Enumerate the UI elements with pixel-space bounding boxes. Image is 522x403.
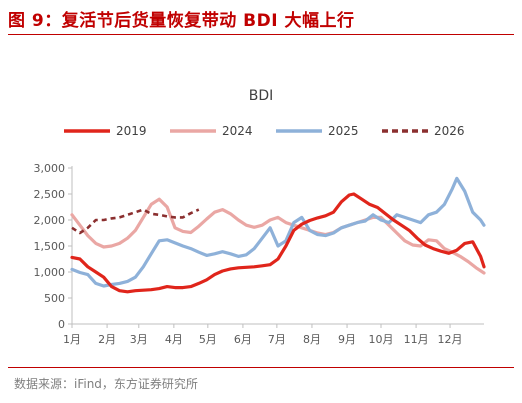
series-line-2024 (70, 197, 486, 275)
x-tick-label: 3月 (130, 333, 148, 346)
y-tick-label: 3,000 (34, 162, 66, 175)
y-tick-label: 500 (44, 292, 65, 305)
y-tick-label: 1,000 (34, 266, 66, 279)
legend-label: 2026 (434, 124, 465, 138)
x-tick-label: 1月 (63, 333, 81, 346)
x-tick-label: 10月 (369, 333, 394, 346)
x-tick-label: 8月 (303, 333, 321, 346)
legend-item-2026: 2026 (382, 124, 465, 138)
legend-item-2019: 2019 (64, 124, 147, 138)
x-tick-label: 9月 (338, 333, 356, 346)
x-tick-label: 12月 (438, 333, 463, 346)
x-tick-label: 11月 (404, 333, 429, 346)
legend-label: 2024 (222, 124, 253, 138)
bdi-line-chart: BDI 2019 2024 2025 2026 0 500 1,000 1,500 2,000… (34, 88, 486, 346)
title-divider (8, 34, 514, 35)
y-tick-label: 0 (58, 318, 65, 331)
chart-legend: 2019 2024 2025 2026 (64, 124, 465, 138)
legend-label: 2025 (328, 124, 359, 138)
series-line-2019 (70, 192, 486, 294)
legend-item-2024: 2024 (170, 124, 253, 138)
x-tick-label: 4月 (165, 333, 183, 346)
x-tick-label: 7月 (268, 333, 286, 346)
x-tick-label: 2月 (98, 333, 116, 346)
y-tick-label: 1,500 (34, 240, 66, 253)
footer-divider (8, 367, 514, 368)
x-tick-label: 6月 (234, 333, 252, 346)
chart-title: BDI (249, 88, 274, 104)
series-layer (70, 176, 486, 294)
figure-title: 图 9：复活节后货量恢复带动 BDI 大幅上行 (8, 11, 355, 31)
chart-axes: 0 500 1,000 1,500 2,000 2,500 3,000 1月 2月 3月 4月 5月 6… (34, 162, 484, 346)
series-line-2025 (70, 176, 486, 288)
x-tick-label: 5月 (199, 333, 217, 346)
y-tick-label: 2,000 (34, 214, 66, 227)
legend-item-2025: 2025 (276, 124, 359, 138)
y-tick-label: 2,500 (34, 188, 66, 201)
legend-label: 2019 (116, 124, 147, 138)
source-note: 数据来源：iFind，东方证券研究所 (14, 377, 198, 391)
